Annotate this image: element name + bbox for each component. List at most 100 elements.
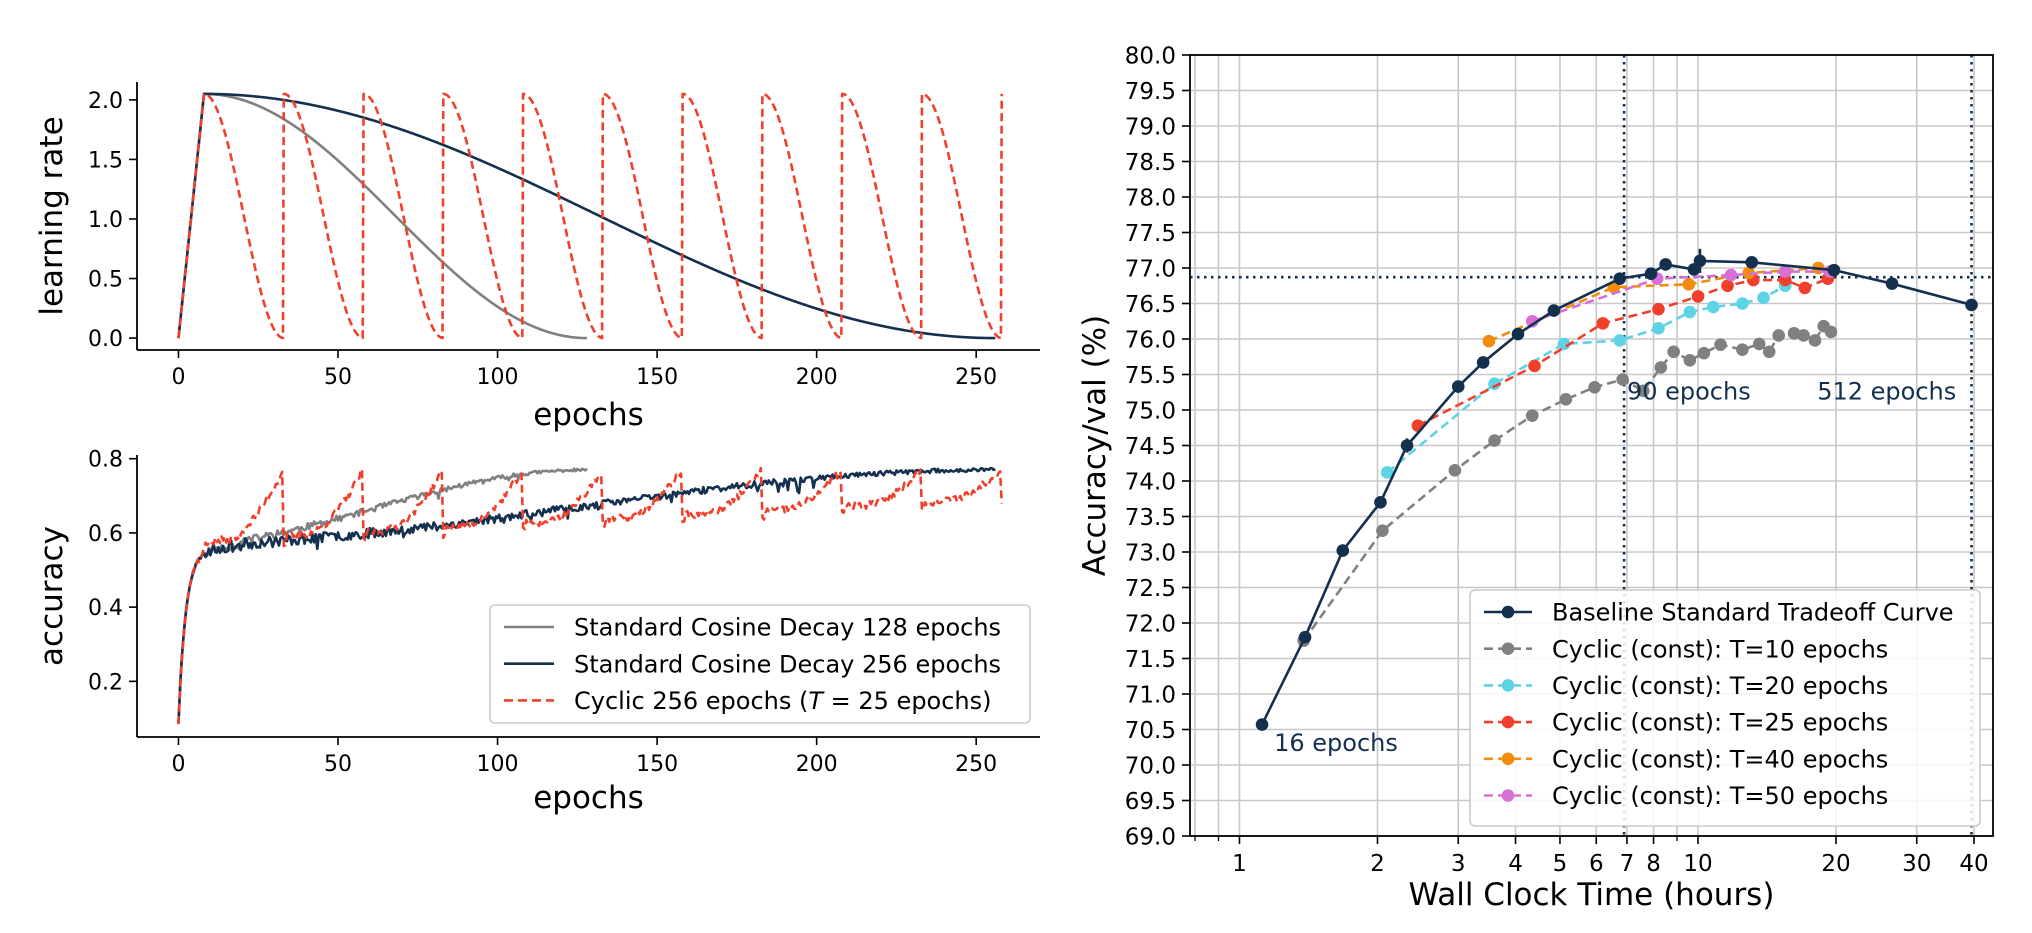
legend-swatch-marker xyxy=(1501,715,1515,729)
y-tick-label: 73.0 xyxy=(1125,540,1176,566)
y-axis-label: Accuracy/val (%) xyxy=(1077,315,1113,576)
legend-label-part: Cyclic 256 epochs ( xyxy=(574,687,808,715)
data-point xyxy=(1808,334,1822,347)
y-tick-label: 78.0 xyxy=(1125,185,1176,211)
data-point xyxy=(1255,718,1269,731)
x-axis-label: epochs xyxy=(533,397,644,433)
legend-label: Cyclic (const): T=10 epochs xyxy=(1552,635,1888,663)
data-point xyxy=(1588,380,1601,394)
data-point xyxy=(1965,298,1978,312)
x-tick-label: 100 xyxy=(477,365,519,390)
tradeoff-chart: 1 2 3 4 5 6 7 8 10 20 30 40 69.0 69.5 70.0 70.5 71.0 71.5… xyxy=(1077,43,1994,913)
data-point xyxy=(1525,314,1539,328)
annotation-label: 512 epochs xyxy=(1817,377,1956,405)
data-point xyxy=(1637,384,1650,398)
x-tick-label: 30 xyxy=(1902,851,1931,877)
data-point xyxy=(1547,304,1561,317)
data-point xyxy=(1797,329,1810,342)
y-tick-label: 76.5 xyxy=(1125,292,1176,318)
data-point xyxy=(1596,317,1610,330)
data-point xyxy=(1654,361,1668,374)
data-point xyxy=(1724,268,1738,282)
y-tick-label: 69.5 xyxy=(1125,789,1176,815)
series-line xyxy=(177,92,1004,340)
legend: Baseline Standard Tradeoff Curve Cyclic (… xyxy=(1469,589,1981,827)
x-tick-label: 50 xyxy=(324,752,352,777)
data-point xyxy=(1714,338,1727,351)
x-tick-label: 250 xyxy=(955,752,997,777)
x-tick-label: 2 xyxy=(1370,851,1385,877)
data-point xyxy=(1511,327,1525,341)
data-point xyxy=(1697,346,1711,360)
series-line xyxy=(1417,277,1829,427)
x-tick-label: 150 xyxy=(636,752,678,777)
series-gray-0 xyxy=(177,92,588,340)
y-axis-label: accuracy xyxy=(34,526,70,666)
y-tick-label: 69.0 xyxy=(1125,824,1176,850)
data-point xyxy=(1376,524,1389,537)
accuracy-chart: 0 50 100 150 200 250 0.2 0.4 0.6 0.8 epochs accurac… xyxy=(34,448,1040,816)
series-red-2 xyxy=(177,92,1004,340)
legend-label-part: = 25 epochs) xyxy=(823,687,992,715)
legend-label: Cyclic (const): T=25 epochs xyxy=(1552,709,1888,737)
y-axis-ticks: 69.0 69.5 70.0 70.5 71.0 71.5 72.0 72.5 73.0 73.5… xyxy=(1125,43,1190,850)
plot-area xyxy=(1190,55,1993,836)
data-point xyxy=(1827,263,1841,277)
data-point xyxy=(1736,343,1749,356)
y-tick-label: 78.5 xyxy=(1125,150,1176,176)
data-point xyxy=(1683,305,1697,319)
data-point xyxy=(1772,329,1786,342)
legend-label: Baseline Standard Tradeoff Curve xyxy=(1552,599,1954,627)
data-point xyxy=(1525,409,1539,422)
y-tick-label: 70.5 xyxy=(1125,718,1176,744)
y-tick-label: 1.5 xyxy=(88,148,123,173)
data-point xyxy=(1411,419,1425,432)
y-tick-label: 0.0 xyxy=(88,327,123,352)
data-point xyxy=(1488,377,1501,391)
y-tick-label: 70.0 xyxy=(1125,753,1176,779)
data-point xyxy=(1613,334,1627,347)
y-tick-label: 74.0 xyxy=(1125,469,1176,495)
legend-box xyxy=(489,604,1031,724)
x-tick-label: 250 xyxy=(955,365,997,390)
data-point xyxy=(1380,466,1394,479)
data-point xyxy=(1448,464,1462,477)
data-point xyxy=(1798,281,1812,295)
data-point xyxy=(1721,279,1734,293)
x-tick-label: 0 xyxy=(171,365,185,390)
legend-label: Cyclic (const): T=50 epochs xyxy=(1552,782,1888,810)
data-point xyxy=(1659,258,1672,271)
y-tick-label: 75.0 xyxy=(1125,398,1176,424)
y-tick-label: 2.0 xyxy=(88,89,123,114)
data-point xyxy=(1652,302,1665,316)
x-tick-label: 3 xyxy=(1451,851,1466,877)
data-point xyxy=(1451,380,1465,393)
legend-label: Cyclic (const): T=40 epochs xyxy=(1552,745,1888,773)
x-tick-label: 200 xyxy=(796,752,838,777)
annotation-label: 16 epochs xyxy=(1274,729,1398,757)
legend-box xyxy=(1469,589,1981,827)
data-point xyxy=(1644,267,1658,280)
legend-label-italic: T xyxy=(808,687,825,715)
y-tick-label: 80.0 xyxy=(1125,43,1176,69)
annotation-label: 90 epochs xyxy=(1627,377,1751,405)
data-point xyxy=(1742,266,1755,280)
series-red_dot-2 xyxy=(1411,272,1835,432)
x-tick-label: 8 xyxy=(1646,851,1661,877)
x-tick-label: 4 xyxy=(1508,851,1523,877)
x-tick-label: 7 xyxy=(1620,851,1635,877)
y-axis-label: learning rate xyxy=(34,116,70,315)
y-tick-label: 79.5 xyxy=(1125,79,1176,105)
x-tick-label: 50 xyxy=(324,365,352,390)
data-point xyxy=(1885,277,1899,290)
y-tick-label: 76.0 xyxy=(1125,327,1176,353)
y-tick-label: 0.2 xyxy=(88,670,123,695)
learning-rate-chart: 0 50 100 150 200 250 0.0 0.5 1.0 1.5 2.0 epochs lear… xyxy=(34,82,1040,433)
x-axis-ticks: 1 2 3 4 5 6 7 8 10 20 30 40 xyxy=(1194,836,1989,877)
plot-area xyxy=(177,92,1004,340)
x-tick-label: 6 xyxy=(1589,851,1604,877)
legend-label: Standard Cosine Decay 128 epochs xyxy=(574,614,1001,642)
data-point xyxy=(1745,256,1759,269)
data-point xyxy=(1488,434,1501,447)
y-tick-label: 1.0 xyxy=(88,208,123,233)
